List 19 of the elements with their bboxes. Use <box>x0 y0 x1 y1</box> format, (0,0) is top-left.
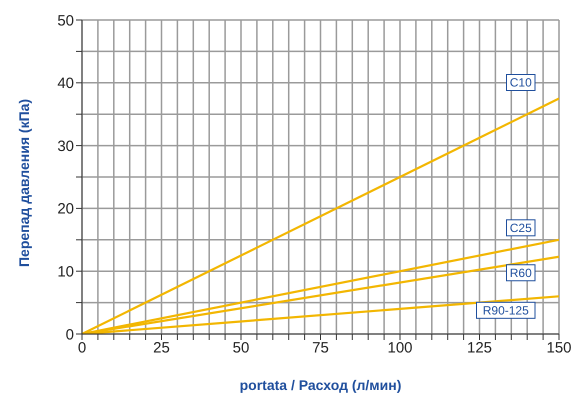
y-tick-label: 40 <box>57 75 74 92</box>
x-tick-label: 150 <box>546 340 572 357</box>
series-label: R60 <box>510 266 532 280</box>
x-tick-label: 100 <box>387 340 413 357</box>
y-tick-label: 30 <box>57 138 74 155</box>
y-tick-label: 50 <box>57 12 74 30</box>
x-axis-title: portata / Расход (л/мин) <box>240 377 402 393</box>
x-tick-label: 75 <box>312 340 329 357</box>
x-tick-label: 50 <box>232 340 250 357</box>
y-tick-label: 10 <box>57 264 74 281</box>
x-tick-label: 125 <box>466 340 492 357</box>
y-tick-label: 0 <box>66 326 74 344</box>
y-tick-label: 20 <box>57 200 74 218</box>
series-label: R90-125 <box>482 303 530 318</box>
series-label: C25 <box>510 220 532 235</box>
x-tick-label: 25 <box>153 340 170 357</box>
y-axis-title: Перепад давления (кПа) <box>16 98 32 267</box>
series-label: C10 <box>510 76 532 90</box>
x-tick-label: 0 <box>78 340 86 357</box>
